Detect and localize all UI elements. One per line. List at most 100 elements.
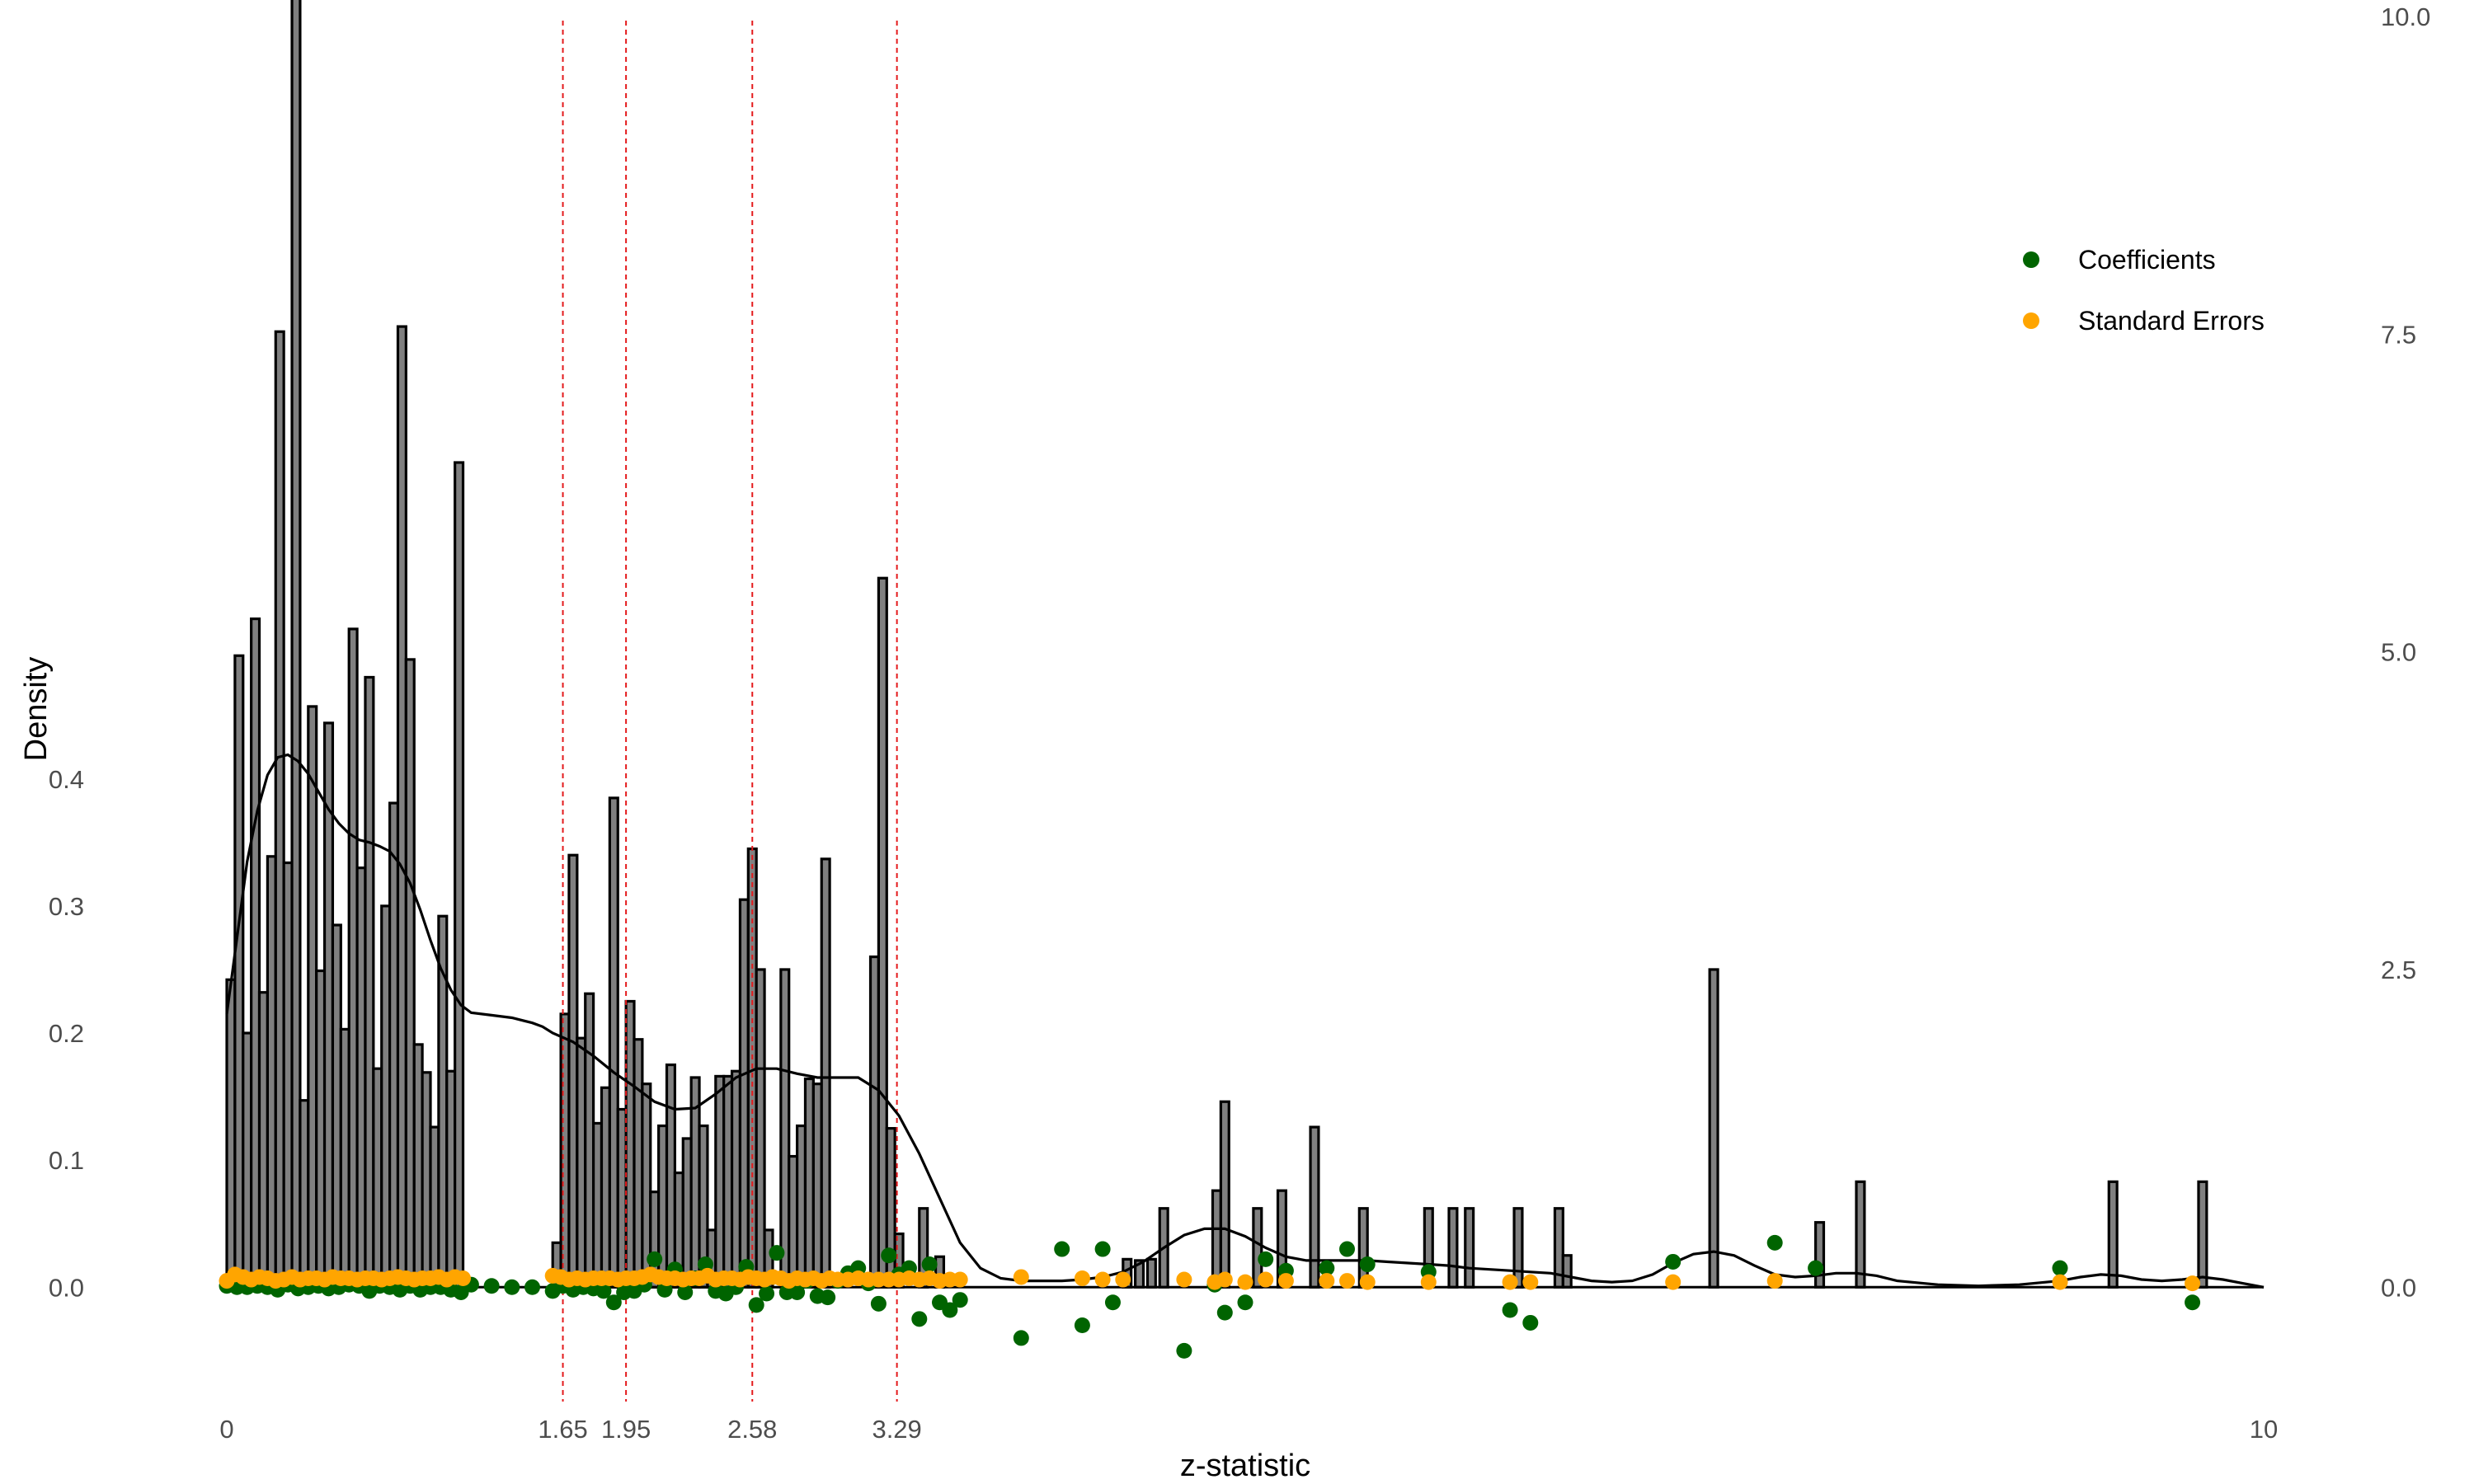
point-coefficients (881, 1247, 897, 1264)
point-standard-errors (1237, 1274, 1253, 1290)
x-axis-title: z-statistic (1180, 1449, 1310, 1483)
point-coefficients (1665, 1253, 1681, 1270)
y-left-tick-label: 0.2 (49, 1019, 84, 1048)
x-tick-label: 1.95 (601, 1415, 651, 1444)
histogram-bar (1309, 1125, 1320, 1289)
legend-marker-standard-errors (2023, 312, 2039, 329)
histogram-bar (1447, 1207, 1459, 1289)
point-coefficients (677, 1284, 694, 1300)
point-coefficients (504, 1279, 520, 1295)
point-standard-errors (1013, 1269, 1029, 1285)
point-standard-errors (1094, 1271, 1111, 1288)
histogram-bar (2107, 1180, 2119, 1289)
legend-marker-coefficients (2023, 251, 2039, 268)
point-coefficients (911, 1311, 928, 1327)
point-coefficients (2185, 1294, 2201, 1311)
x-tick-label: 10 (2250, 1415, 2278, 1444)
point-coefficients (1319, 1260, 1335, 1276)
point-coefficients (942, 1302, 958, 1318)
x-tick-label: 0 (219, 1415, 233, 1444)
point-coefficients (605, 1294, 622, 1311)
y-left-tick-label: 0.3 (49, 892, 84, 921)
point-coefficients (1094, 1241, 1111, 1257)
point-standard-errors (2185, 1275, 2201, 1292)
legend-label-standard-errors: Standard Errors (2078, 306, 2265, 336)
x-tick-label: 3.29 (872, 1415, 921, 1444)
point-coefficients (1502, 1302, 1518, 1318)
histogram-bar (2197, 1180, 2208, 1289)
point-coefficients (1013, 1330, 1029, 1346)
point-standard-errors (1074, 1270, 1090, 1286)
point-standard-errors (1420, 1274, 1437, 1290)
point-coefficients (2052, 1260, 2068, 1276)
point-coefficients (647, 1251, 663, 1267)
point-standard-errors (455, 1270, 472, 1286)
legend: Coefficients Standard Errors (2023, 245, 2265, 336)
point-coefficients (759, 1285, 775, 1302)
histogram-bar (1708, 968, 1719, 1289)
point-coefficients (1258, 1251, 1274, 1267)
point-standard-errors (1339, 1273, 1355, 1289)
histogram-bar (1855, 1180, 1866, 1289)
point-coefficients (769, 1245, 785, 1261)
x-axis-ticks: 0 1.65 1.95 2.58 3.29 10 (219, 1415, 2278, 1444)
point-standard-errors (1359, 1274, 1376, 1290)
point-coefficients (1237, 1294, 1253, 1311)
point-coefficients (1216, 1304, 1233, 1321)
point-coefficients (1522, 1314, 1539, 1331)
point-standard-errors (1502, 1274, 1518, 1290)
point-coefficients (524, 1279, 540, 1295)
histogram-bar (1219, 1100, 1230, 1289)
y-right-tick-label: 0.0 (2381, 1273, 2416, 1302)
point-coefficients (952, 1292, 968, 1308)
y-left-tick-label: 0.4 (49, 765, 84, 794)
point-coefficients (820, 1289, 836, 1306)
point-coefficients (789, 1284, 806, 1300)
point-standard-errors (1216, 1271, 1233, 1288)
point-standard-errors (1665, 1274, 1681, 1290)
point-coefficients (483, 1278, 500, 1294)
point-coefficients (1104, 1294, 1121, 1311)
x-tick-label: 1.65 (538, 1415, 587, 1444)
point-standard-errors (1766, 1273, 1783, 1289)
y-right-tick-label: 10.0 (2381, 2, 2430, 31)
point-coefficients (1054, 1241, 1070, 1257)
point-coefficients (1339, 1241, 1355, 1257)
histogram-bar (1512, 1207, 1524, 1289)
y-axis-left-ticks: 0.0 0.1 0.2 0.3 0.4 (49, 765, 84, 1303)
histogram-bar (1464, 1207, 1475, 1289)
histogram-bar (1814, 1221, 1826, 1289)
y-axis-title: Density (19, 657, 54, 762)
histogram-bar (1561, 1254, 1573, 1289)
point-standard-errors (1258, 1271, 1274, 1288)
y-right-tick-label: 5.0 (2381, 638, 2416, 667)
point-coefficients (921, 1256, 938, 1273)
y-left-tick-label: 0.0 (49, 1273, 84, 1302)
legend-label-coefficients: Coefficients (2078, 245, 2216, 275)
point-standard-errors (952, 1271, 968, 1288)
histogram-bar (454, 461, 465, 1289)
y-right-tick-label: 2.5 (2381, 956, 2416, 984)
point-coefficients (1359, 1256, 1376, 1273)
histogram-bar (820, 857, 831, 1289)
scatter-points (219, 1234, 2201, 1359)
density-curve (225, 753, 2265, 1289)
y-right-tick-label: 7.5 (2381, 320, 2416, 349)
point-standard-errors (1319, 1273, 1335, 1289)
point-coefficients (870, 1295, 887, 1312)
y-axis-right-ticks: 0.0 2.5 5.0 7.5 10.0 (2381, 2, 2430, 1302)
point-standard-errors (1277, 1273, 1294, 1289)
histogram-bar (290, 0, 302, 1289)
point-coefficients (1176, 1342, 1192, 1359)
y-left-tick-label: 0.1 (49, 1146, 84, 1175)
point-standard-errors (1115, 1271, 1131, 1288)
point-coefficients (595, 1283, 612, 1299)
point-standard-errors (2052, 1274, 2068, 1290)
x-tick-label: 2.58 (727, 1415, 777, 1444)
point-standard-errors (1522, 1274, 1539, 1290)
point-coefficients (1808, 1260, 1824, 1276)
histogram-bar (1145, 1257, 1157, 1289)
point-coefficients (1766, 1234, 1783, 1251)
point-coefficients (748, 1297, 764, 1313)
